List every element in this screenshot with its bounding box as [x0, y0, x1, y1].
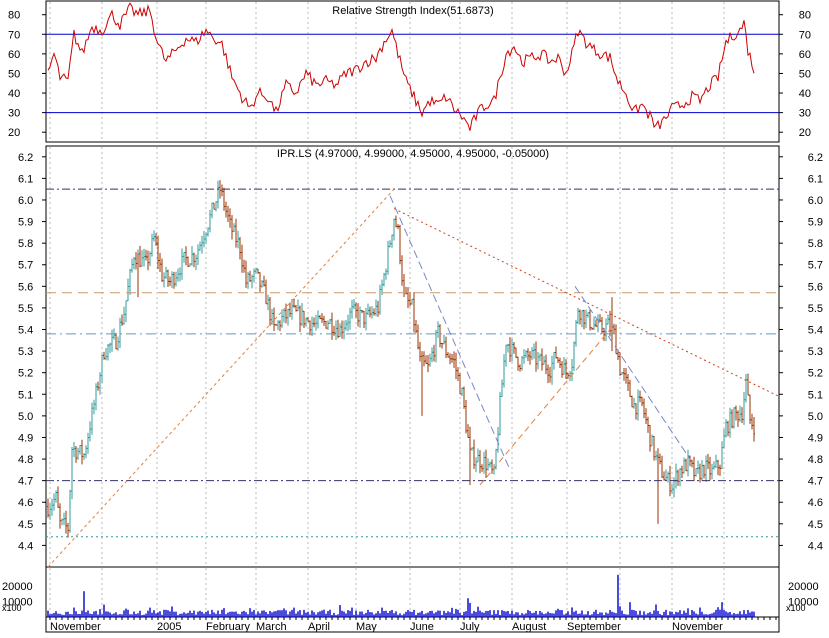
rsi-tick-label-right: 50: [799, 68, 811, 80]
rsi-panel: 80 80 70 70 60 60 50 50 40 40 30 30 20 20: [8, 2, 811, 139]
price-tick-label-left: 5.5: [18, 303, 33, 315]
price-tick-label-left: 5.0: [18, 411, 33, 423]
rsi-tick-label-right: 80: [799, 10, 811, 22]
price-tick-label-right: 5.1: [808, 389, 823, 401]
price-tick-label-right: 5.2: [808, 368, 823, 380]
price-tick-label-left: 4.9: [18, 432, 33, 444]
volume-multiplier-left: x100: [2, 603, 22, 613]
rsi-tick-label-left: 40: [8, 88, 20, 100]
trend-line: [393, 208, 780, 397]
price-tick-label-left: 5.9: [18, 217, 33, 229]
rsi-tick-label-left: 80: [8, 10, 20, 22]
trend-line: [47, 188, 395, 568]
price-tick-label-right: 5.0: [808, 411, 823, 423]
volume-panel-frame: [45, 566, 780, 618]
rsi-tick-label-left: 50: [8, 68, 20, 80]
price-tick-label-left: 4.5: [18, 519, 33, 531]
rsi-tick-label-left: 70: [8, 29, 20, 41]
rsi-tick-label-right: 70: [799, 29, 811, 41]
rsi-tick-label-right: 30: [799, 108, 811, 120]
x-axis-label: February: [206, 621, 251, 633]
price-title: IPR.LS (4.97000, 4.99000, 4.95000, 4.950…: [277, 148, 549, 160]
rsi-line: [47, 2, 755, 131]
price-tick-label-right: 5.9: [808, 217, 823, 229]
rsi-title: Relative Strength Index(51.6873): [332, 5, 493, 17]
price-tick-label-left: 5.7: [18, 260, 33, 272]
price-tick-label-right: 4.8: [808, 454, 823, 466]
rsi-tick-label-left: 60: [8, 49, 20, 61]
trend-line: [574, 286, 691, 460]
price-tick-label-left: 6.0: [18, 195, 33, 207]
rsi-tick-label-right: 40: [799, 88, 811, 100]
price-tick-label-right: 4.6: [808, 497, 823, 509]
price-tick-label-right: 5.6: [808, 281, 823, 293]
vertical-grid: [49, 2, 725, 616]
volume-panel: 20000 20000 10000 10000: [2, 574, 819, 617]
trend-line: [479, 329, 611, 486]
price-panel: 6.2 6.2 6.1 6.1 6.0 6.0 5.9 5.9 5.8 5.8 5.7 5.7 5.6 5…: [18, 152, 823, 568]
x-axis-label: April: [308, 621, 330, 633]
x-axis-label: July: [460, 621, 480, 633]
price-tick-label-left: 6.2: [18, 152, 33, 164]
volume-tick-label-right: 20000: [788, 581, 819, 593]
price-tick-label-right: 4.5: [808, 519, 823, 531]
rsi-tick-label-right: 60: [799, 49, 811, 61]
x-axis-label: May: [356, 621, 377, 633]
rsi-tick-label-right: 20: [799, 127, 811, 139]
x-axis-label: 2005: [157, 621, 181, 633]
price-tick-label-right: 6.0: [808, 195, 823, 207]
price-panel-frame: [45, 145, 780, 568]
price-tick-label-right: 4.9: [808, 432, 823, 444]
volume-multiplier-right: x100: [786, 603, 806, 613]
price-tick-label-left: 4.8: [18, 454, 33, 466]
price-tick-label-left: 5.8: [18, 238, 33, 250]
price-tick-label-right: 4.4: [808, 540, 823, 552]
volume-tick-label-left: 10000: [2, 596, 33, 608]
volume-tick-label-left: 20000: [2, 581, 33, 593]
price-tick-label-left: 4.7: [18, 476, 33, 488]
price-tick-label-left: 5.4: [18, 325, 33, 337]
rsi-tick-label-left: 30: [8, 108, 20, 120]
price-tick-label-left: 5.1: [18, 389, 33, 401]
price-tick-label-left: 5.6: [18, 281, 33, 293]
price-tick-label-right: 5.7: [808, 260, 823, 272]
price-tick-label-right: 5.3: [808, 346, 823, 358]
price-tick-label-right: 5.4: [808, 325, 823, 337]
rsi-tick-label-left: 20: [8, 127, 20, 139]
x-axis-label: March: [256, 621, 287, 633]
trend-line: [389, 195, 511, 471]
price-tick-label-right: 6.1: [808, 173, 823, 185]
x-axis-label: November: [672, 621, 723, 633]
volume-tick-label-right: 10000: [788, 596, 819, 608]
price-tick-label-left: 5.3: [18, 346, 33, 358]
price-tick-label-left: 4.4: [18, 540, 33, 552]
rsi-panel-frame: [45, 0, 780, 143]
price-tick-label-right: 5.5: [808, 303, 823, 315]
price-tick-label-left: 4.6: [18, 497, 33, 509]
x-axis-label: September: [567, 621, 621, 633]
price-tick-label-left: 5.2: [18, 368, 33, 380]
price-tick-label-left: 6.1: [18, 173, 33, 185]
price-tick-label-right: 6.2: [808, 152, 823, 164]
x-axis: November 2005 February March April May June Jul…: [49, 617, 777, 633]
price-tick-label-right: 5.8: [808, 238, 823, 250]
x-axis-label: August: [512, 621, 546, 633]
price-tick-label-right: 4.7: [808, 476, 823, 488]
x-axis-label: November: [50, 621, 101, 633]
x-axis-label: June: [410, 621, 434, 633]
